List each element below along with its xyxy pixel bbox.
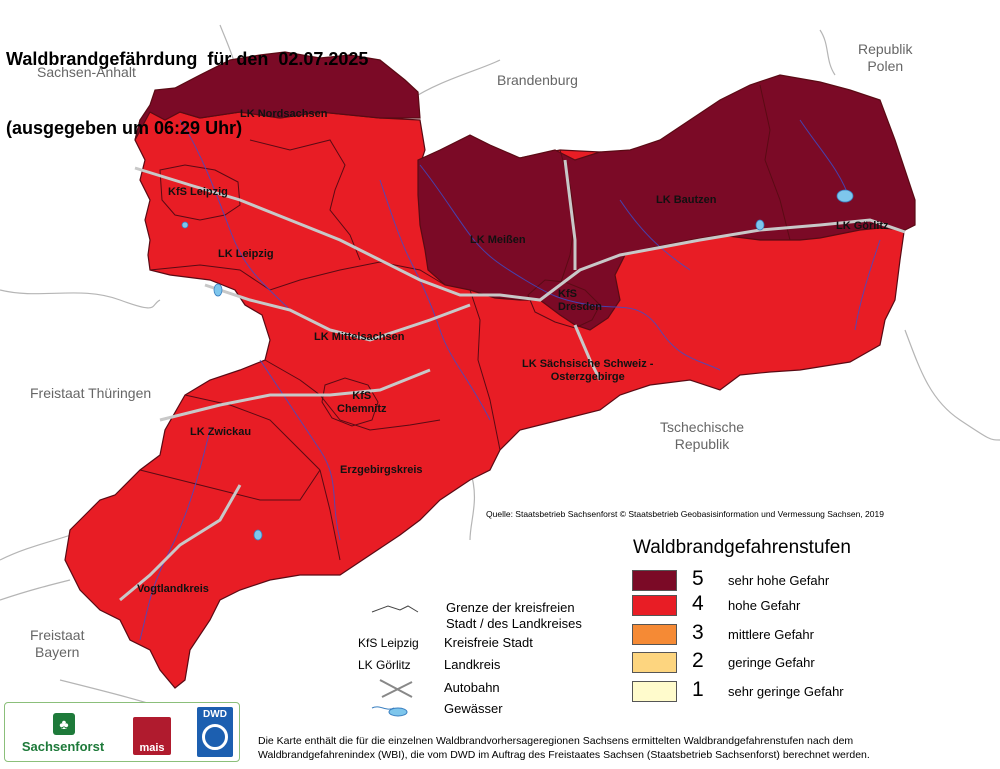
title-line1: Waldbrandgefährdung für den 02.07.2025 xyxy=(6,49,369,69)
legend-item-5: 5 sehr hohe Gefahr xyxy=(632,567,992,592)
lakes xyxy=(181,189,854,541)
legend-label-2: geringe Gefahr xyxy=(728,655,815,670)
legend-label-4: hohe Gefahr xyxy=(728,598,801,613)
district-boundaries xyxy=(139,84,791,561)
tree-icon: ♣ xyxy=(53,713,75,735)
title-line2: (ausgegeben um 06:29 Uhr) xyxy=(6,118,243,138)
key-symbols xyxy=(371,605,419,717)
sachsenforst-logo[interactable]: ♣ Sachsenforst xyxy=(11,711,115,757)
legend-item-3: 3 mittlere Gefahr xyxy=(632,621,992,646)
label-thueringen: Freistaat Thüringen xyxy=(30,385,152,401)
logo-panel: ♣ Sachsenforst mais DWD xyxy=(4,702,240,762)
district-label-goerlitz: LK Görlitz xyxy=(836,220,889,232)
district-label-lk-leipzig: LK Leipzig xyxy=(218,248,274,260)
boundary-symbol xyxy=(371,605,419,613)
region-east-level5 xyxy=(417,74,916,331)
label-sachsen-anhalt: Sachsen-Anhalt xyxy=(37,64,136,80)
district-label-bautzen: LK Bautzen xyxy=(656,194,717,206)
autobahn-lines xyxy=(119,159,906,602)
label-bayern: Freistaat Bayern xyxy=(30,627,85,660)
legend-swatch-2 xyxy=(632,652,677,673)
legend-num-2: 2 xyxy=(692,649,704,672)
key-lk-example: LK Görlitz xyxy=(358,658,411,672)
mais-logo[interactable]: mais xyxy=(133,717,171,755)
dwd-swirl-icon xyxy=(202,724,228,750)
district-label-erzgebirgskreis: Erzgebirgskreis xyxy=(340,464,423,476)
district-label-saechsische-schweiz: LK Sächsische Schweiz - Osterzgebirge xyxy=(522,358,654,383)
sachsenforst-wordmark: Sachsenforst xyxy=(21,739,105,754)
district-label-meissen: LK Meißen xyxy=(470,234,526,246)
legend-swatch-3 xyxy=(632,624,677,645)
legend-label-3: mittlere Gefahr xyxy=(728,627,814,642)
neighbor-lines xyxy=(0,24,1000,711)
key-boundary-text: Grenze der kreisfreien Stadt / des Landk… xyxy=(446,600,582,631)
legend-title: Waldbrandgefahrenstufen xyxy=(633,537,851,558)
legend-label-5: sehr hohe Gefahr xyxy=(728,573,830,588)
gewaesser-symbol xyxy=(371,706,395,710)
legend-swatch-5 xyxy=(632,570,677,591)
district-label-vogtlandkreis: Vogtlandkreis xyxy=(137,583,209,595)
legend-num-1: 1 xyxy=(692,678,704,701)
district-label-nordsachsen: LK Nordsachsen xyxy=(240,108,328,120)
label-tschechien: Tschechische Republik xyxy=(660,419,745,452)
label-brandenburg: Brandenburg xyxy=(497,72,578,88)
district-label-mittelsachsen: LK Mittelsachsen xyxy=(314,331,405,343)
rivers xyxy=(139,119,881,641)
legend-item-1: 1 sehr geringe Gefahr xyxy=(632,678,992,703)
key-kfs-text: Kreisfreie Stadt xyxy=(444,635,533,650)
source-credit: Quelle: Staatsbetrieb Sachsenforst © Sta… xyxy=(486,509,884,519)
key-gewaesser-text: Gewässer xyxy=(444,701,503,716)
dwd-wordmark: DWD xyxy=(203,709,227,720)
legend-num-3: 3 xyxy=(692,621,704,644)
mais-wordmark: mais xyxy=(139,742,165,754)
map-footnote: Die Karte enthält die für die einzelnen … xyxy=(258,735,870,761)
autobahn-symbol xyxy=(379,679,413,698)
legend-swatch-1 xyxy=(632,681,677,702)
key-autobahn-text: Autobahn xyxy=(444,680,500,695)
dwd-logo[interactable]: DWD xyxy=(197,707,233,757)
legend-label-1: sehr geringe Gefahr xyxy=(728,684,844,699)
legend-item-2: 2 geringe Gefahr xyxy=(632,649,992,674)
map-title: Waldbrandgefährdung für den 02.07.2025 (… xyxy=(6,2,368,163)
district-label-kfs-dresden: KfS Dresden xyxy=(558,288,603,313)
lake-symbol xyxy=(388,707,408,717)
key-lk-text: Landkreis xyxy=(444,657,501,672)
district-label-kfs-leipzig: KfS Leipzig xyxy=(168,186,228,198)
district-label-kfs-chemnitz: KfS Chemnitz xyxy=(337,390,387,415)
label-polen: Republik Polen xyxy=(858,41,913,74)
key-kfs-example: KfS Leipzig xyxy=(358,636,419,650)
legend-num-5: 5 xyxy=(692,567,704,590)
legend-item-4: 4 hohe Gefahr xyxy=(632,592,992,617)
district-label-zwickau: LK Zwickau xyxy=(190,426,252,438)
legend-swatch-4 xyxy=(632,595,677,616)
region-nordsachsen xyxy=(134,51,421,141)
legend-num-4: 4 xyxy=(692,592,704,615)
